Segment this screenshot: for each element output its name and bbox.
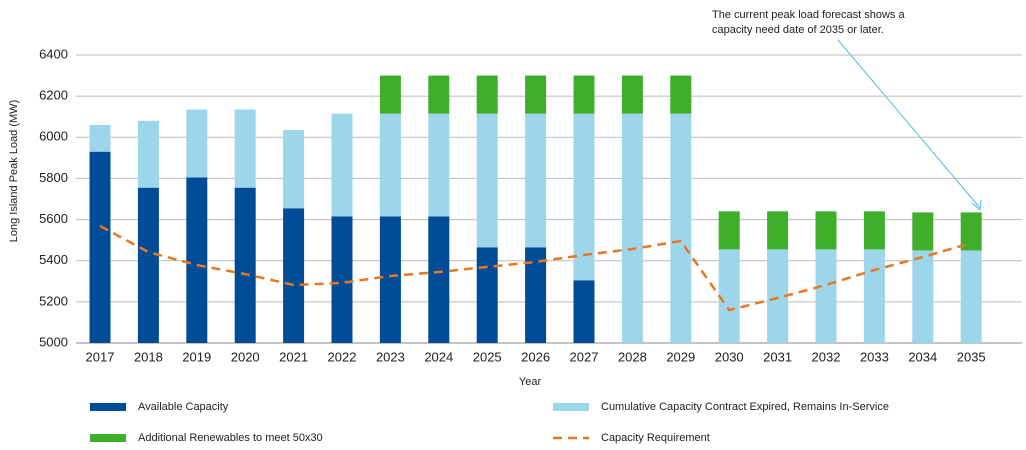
annotation: The current peak load forecast shows a bbox=[712, 9, 905, 21]
x-tick-label: 2029 bbox=[666, 349, 695, 364]
x-tick-label: 2031 bbox=[763, 349, 792, 364]
bar-segment bbox=[960, 250, 982, 343]
bar-segment bbox=[476, 113, 498, 248]
x-tick-label: 2025 bbox=[473, 349, 502, 364]
y-axis-title: Long Island Peak Load (MW) bbox=[8, 100, 20, 242]
legend-swatch bbox=[90, 434, 126, 442]
bar-segment bbox=[815, 211, 837, 250]
y-tick-label: 6000 bbox=[39, 129, 68, 144]
bar-segment bbox=[767, 211, 789, 250]
bar-segment bbox=[621, 75, 643, 114]
y-tick-label: 5200 bbox=[39, 293, 68, 308]
bar-segment bbox=[573, 280, 595, 343]
bar-segment bbox=[428, 216, 450, 343]
legend-label: Capacity Requirement bbox=[601, 432, 710, 444]
x-axis-title: Year bbox=[519, 376, 542, 388]
x-tick-label: 2018 bbox=[134, 349, 163, 364]
bar-segment bbox=[863, 249, 885, 343]
bar-segment bbox=[186, 109, 208, 178]
bar-segment bbox=[283, 130, 305, 209]
bar-segment bbox=[573, 75, 595, 114]
annotation-arrow bbox=[837, 39, 981, 209]
x-tick-label: 2027 bbox=[570, 349, 599, 364]
bar-segment bbox=[815, 249, 837, 343]
bar-segment bbox=[718, 211, 740, 250]
bar-segment bbox=[89, 124, 111, 152]
bar-segment bbox=[960, 212, 982, 251]
bar-segment bbox=[863, 211, 885, 250]
legend-swatch bbox=[553, 403, 589, 411]
x-tick-label: 2024 bbox=[424, 349, 453, 364]
legend-label: Additional Renewables to meet 50x30 bbox=[138, 432, 323, 444]
x-tick-label: 2020 bbox=[231, 349, 260, 364]
x-tick-label: 2021 bbox=[279, 349, 308, 364]
x-tick-label: 2028 bbox=[618, 349, 647, 364]
bar-segment bbox=[670, 75, 692, 114]
x-tick-label: 2026 bbox=[521, 349, 550, 364]
bar-segment bbox=[137, 120, 159, 188]
bar-segment bbox=[379, 113, 401, 217]
bar-segment bbox=[670, 113, 692, 343]
bar-segment bbox=[283, 208, 305, 343]
arrow-head bbox=[971, 199, 982, 212]
bar-segment bbox=[525, 75, 547, 114]
y-tick-label: 5600 bbox=[39, 211, 68, 226]
bar-segment bbox=[767, 249, 789, 343]
bar-segment bbox=[379, 216, 401, 343]
bar-segment bbox=[137, 187, 159, 343]
y-tick-label: 5800 bbox=[39, 170, 68, 185]
bar-segment bbox=[234, 109, 256, 188]
bar-segment bbox=[186, 177, 208, 343]
legend-swatch bbox=[90, 403, 126, 411]
bar-segment bbox=[621, 113, 643, 343]
y-tick-label: 5000 bbox=[39, 334, 68, 349]
bar-segment bbox=[912, 250, 934, 343]
bar-segment bbox=[234, 187, 256, 343]
bar-segment bbox=[428, 75, 450, 114]
y-tick-label: 6200 bbox=[39, 88, 68, 103]
annotation: capacity need date of 2035 or later. bbox=[712, 24, 884, 36]
x-tick-label: 2033 bbox=[860, 349, 889, 364]
bar-segment bbox=[379, 75, 401, 114]
bar-segment bbox=[331, 113, 353, 217]
bar-segment bbox=[331, 216, 353, 343]
x-tick-label: 2034 bbox=[908, 349, 937, 364]
legend-label: Cumulative Capacity Contract Expired, Re… bbox=[601, 401, 889, 413]
bar-segment bbox=[718, 249, 740, 343]
bar-segment bbox=[525, 247, 547, 343]
x-tick-label: 2022 bbox=[328, 349, 357, 364]
y-tick-label: 5400 bbox=[39, 252, 68, 267]
x-tick-label: 2035 bbox=[957, 349, 986, 364]
bar-segment bbox=[573, 113, 595, 281]
x-tick-label: 2032 bbox=[812, 349, 841, 364]
x-tick-label: 2017 bbox=[86, 349, 115, 364]
bar-segment bbox=[89, 151, 111, 343]
legend-label: Available Capacity bbox=[138, 401, 229, 413]
requirement-line bbox=[99, 224, 972, 312]
bar-segment bbox=[476, 75, 498, 114]
x-tick-label: 2023 bbox=[376, 349, 405, 364]
bar-segment bbox=[476, 247, 498, 343]
x-tick-label: 2019 bbox=[182, 349, 211, 364]
bar-segment bbox=[525, 113, 547, 248]
bar-segment bbox=[428, 113, 450, 217]
x-tick-label: 2030 bbox=[715, 349, 744, 364]
bar-segment bbox=[912, 212, 934, 251]
y-tick-label: 6400 bbox=[39, 46, 68, 61]
